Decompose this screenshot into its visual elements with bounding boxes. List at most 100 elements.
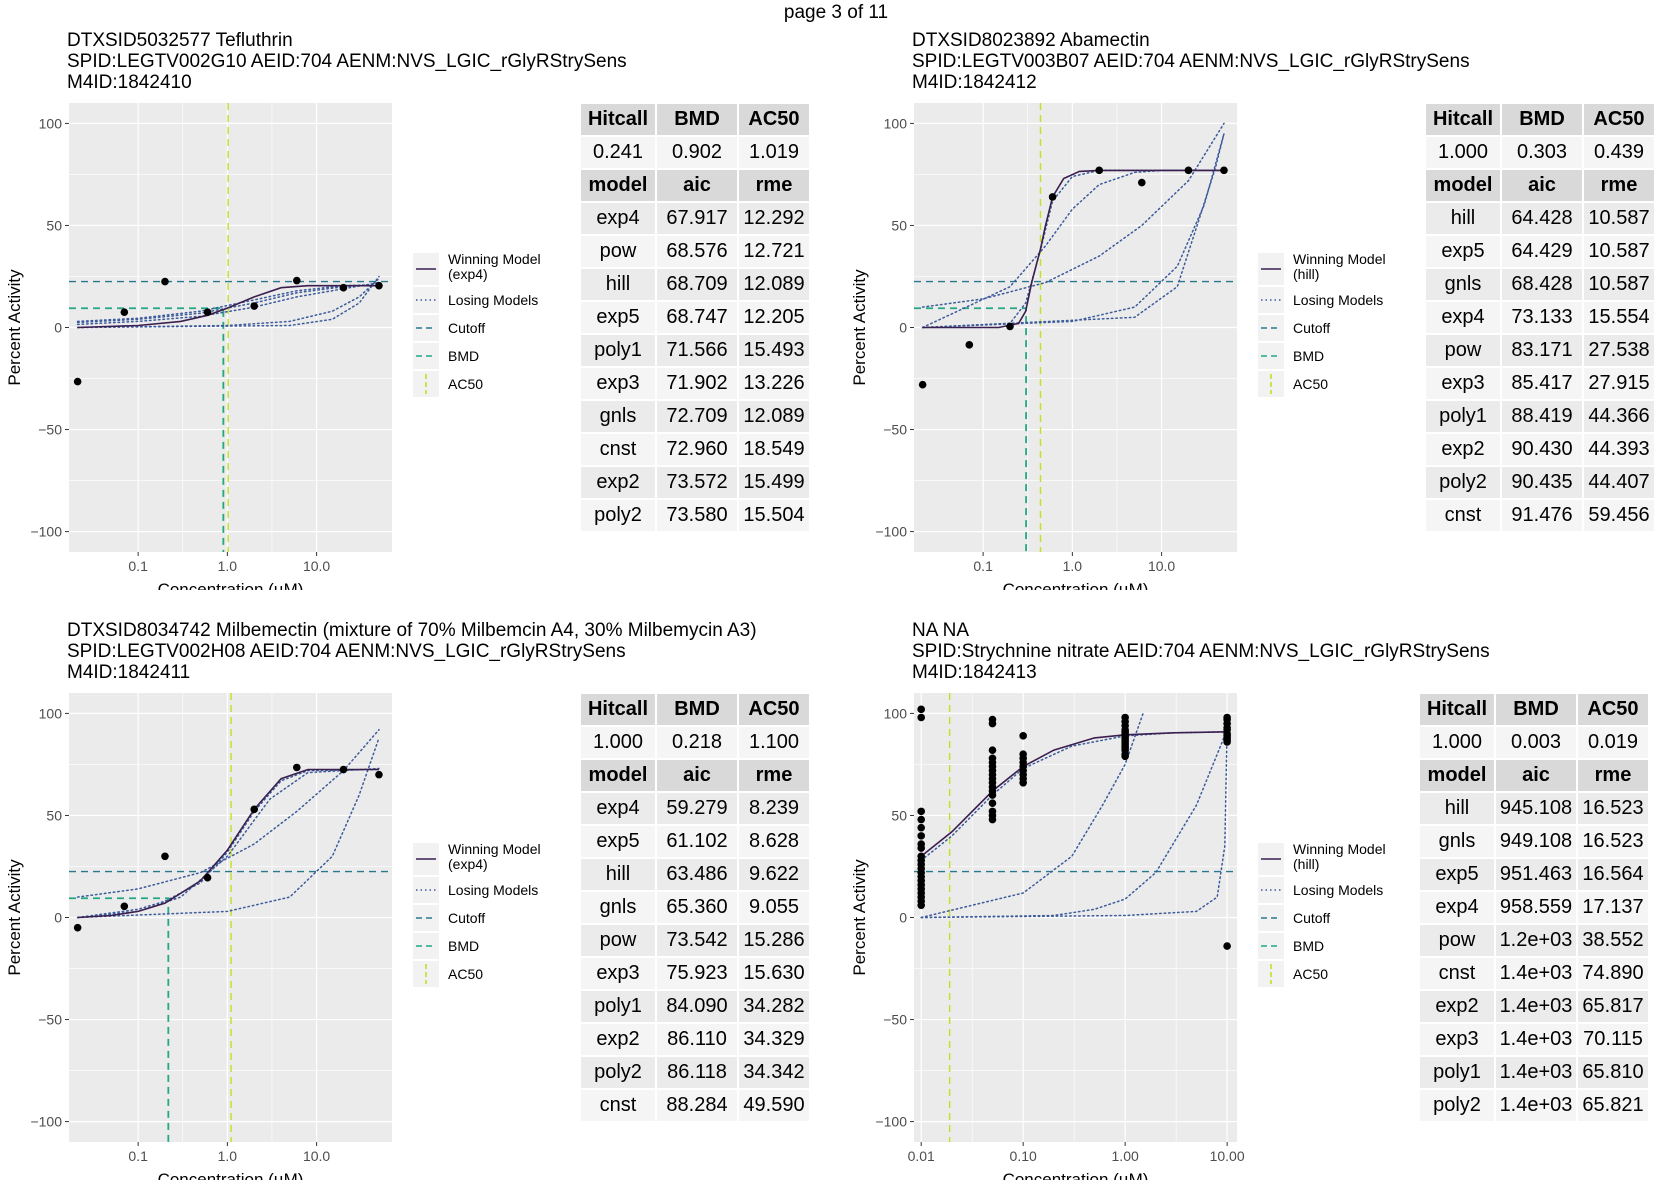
table-cell: model — [1420, 760, 1494, 791]
losing-model-curve — [920, 731, 1228, 862]
table-header-row: model aic rme — [581, 170, 809, 201]
table-cell: 1.4e+03 — [1496, 991, 1576, 1022]
y-tick-label: 50 — [46, 217, 62, 233]
losing-model-curve — [76, 737, 380, 919]
page-label: page 3 of 11 — [783, 2, 889, 23]
losing-model-curve — [76, 275, 380, 329]
table-cell: 65.817 — [1578, 991, 1648, 1022]
table-cell: 951.463 — [1496, 859, 1576, 890]
table-cell: 0.439 — [1584, 137, 1654, 168]
table-header-row: Hitcall BMD AC50 — [581, 104, 809, 135]
plot-group: −100 −50 0 50 100 0.1 1.0 10.0 Concentration (µM… — [5, 103, 392, 590]
data-point — [375, 281, 383, 290]
table-cell: gnls — [581, 892, 655, 923]
table-cell: 1.2e+03 — [1496, 925, 1576, 956]
winning-model-curve — [77, 768, 379, 919]
table-cell: 1.4e+03 — [1496, 1024, 1576, 1055]
table-cell: aic — [657, 760, 737, 791]
x-axis-label: Concentration (µM) — [1003, 580, 1149, 590]
table-cell: 0.902 — [657, 137, 737, 168]
model-row: exp2 90.430 44.393 — [1426, 434, 1654, 465]
table-cell: 71.566 — [657, 335, 737, 366]
table-cell: 44.393 — [1584, 434, 1654, 465]
table-cell: 958.559 — [1496, 892, 1576, 923]
table-cell: poly1 — [581, 991, 655, 1022]
summary-values-row: 1.000 0.303 0.439 — [1426, 137, 1654, 168]
data-point — [1019, 779, 1027, 787]
table-cell: 10.587 — [1584, 269, 1654, 300]
table-cell: poly1 — [1426, 401, 1500, 432]
table-cell: exp2 — [581, 1024, 655, 1055]
table-cell: BMD — [1502, 104, 1582, 135]
x-axis-label: Concentration (µM) — [1003, 1170, 1149, 1180]
table-header-row: Hitcall BMD AC50 — [1426, 104, 1654, 135]
table-cell: 68.428 — [1502, 269, 1582, 300]
y-tick-label: 50 — [891, 217, 907, 233]
panel-title: DTXSID5032577 Tefluthrin SPID:LEGTV002G1… — [67, 30, 627, 93]
table-cell: 16.523 — [1578, 793, 1648, 824]
data-point — [1006, 322, 1014, 331]
table-cell: 8.628 — [739, 826, 809, 857]
table-cell: 72.960 — [657, 434, 737, 465]
data-point — [917, 832, 925, 840]
model-row: poly1 71.566 15.493 — [581, 335, 809, 366]
model-row: exp4 59.279 8.239 — [581, 793, 809, 824]
table-cell: 12.089 — [739, 269, 809, 300]
model-row: cnst 1.4e+03 74.890 — [1420, 958, 1648, 989]
table-cell: exp4 — [581, 203, 655, 234]
bmd-line — [69, 307, 225, 552]
table-cell: exp4 — [581, 793, 655, 824]
data-point — [1220, 166, 1228, 175]
table-cell: poly1 — [1420, 1057, 1494, 1088]
table-cell: 15.493 — [739, 335, 809, 366]
losing-model-curve — [76, 283, 380, 324]
legend: Winning Model (exp4) Losing Models Cutoff BM… — [413, 841, 541, 987]
panel-title: DTXSID8023892 Abamectin SPID:LEGTV003B07… — [912, 30, 1470, 93]
table-cell: exp5 — [1426, 236, 1500, 267]
table-cell: exp2 — [1420, 991, 1494, 1022]
table-cell: 16.523 — [1578, 826, 1648, 857]
table-cell: 38.552 — [1578, 925, 1648, 956]
losing-model-curve — [921, 122, 1225, 308]
y-tick-label: −50 — [883, 1012, 907, 1028]
data-point — [1137, 178, 1146, 187]
panel-title-line1: NA NA — [912, 620, 970, 641]
x-axis-label: Concentration (µM) — [158, 1170, 304, 1180]
y-tick-label: 0 — [54, 320, 62, 336]
y-tick-label: 100 — [39, 115, 63, 131]
panel-title-line3: M4ID:1842412 — [912, 72, 1037, 93]
table-cell: 15.499 — [739, 467, 809, 498]
table-cell: 91.476 — [1502, 500, 1582, 531]
data-point — [965, 341, 974, 349]
x-tick-label: 1.00 — [1112, 1148, 1139, 1164]
legend-label-losing: Losing Models — [1293, 882, 1383, 898]
y-tick-label: −100 — [30, 524, 62, 540]
table-cell: 85.417 — [1502, 368, 1582, 399]
table-cell: poly2 — [581, 500, 655, 531]
table-cell: pow — [581, 236, 655, 267]
model-row: exp3 85.417 27.915 — [1426, 368, 1654, 399]
table-cell: rme — [1584, 170, 1654, 201]
table-cell: 15.554 — [1584, 302, 1654, 333]
panel-title-line2: SPID:Strychnine nitrate AEID:704 AENM:NV… — [912, 641, 1490, 662]
table-cell: Hitcall — [1426, 104, 1500, 135]
legend-label-bmd: BMD — [1293, 938, 1324, 954]
losing-model-curve — [76, 767, 380, 919]
data-point — [988, 799, 997, 808]
table-cell: 86.118 — [657, 1057, 737, 1088]
model-row: gnls 949.108 16.523 — [1420, 826, 1648, 857]
table-cell: 12.205 — [739, 302, 809, 333]
table-cell: pow — [1426, 335, 1500, 366]
table-cell: 13.226 — [739, 368, 809, 399]
y-tick-label: 0 — [899, 910, 907, 926]
data-point — [1095, 166, 1104, 175]
legend-label-losing: Losing Models — [448, 292, 538, 308]
table-cell: AC50 — [1578, 694, 1648, 725]
model-row: poly1 88.419 44.366 — [1426, 401, 1654, 432]
table-cell: 9.055 — [739, 892, 809, 923]
table-cell: 1.000 — [1426, 137, 1500, 168]
data-point — [339, 283, 348, 292]
x-tick-label: 10.0 — [1148, 558, 1175, 574]
table-cell: exp5 — [1420, 859, 1494, 890]
model-row: pow 73.542 15.286 — [581, 925, 809, 956]
